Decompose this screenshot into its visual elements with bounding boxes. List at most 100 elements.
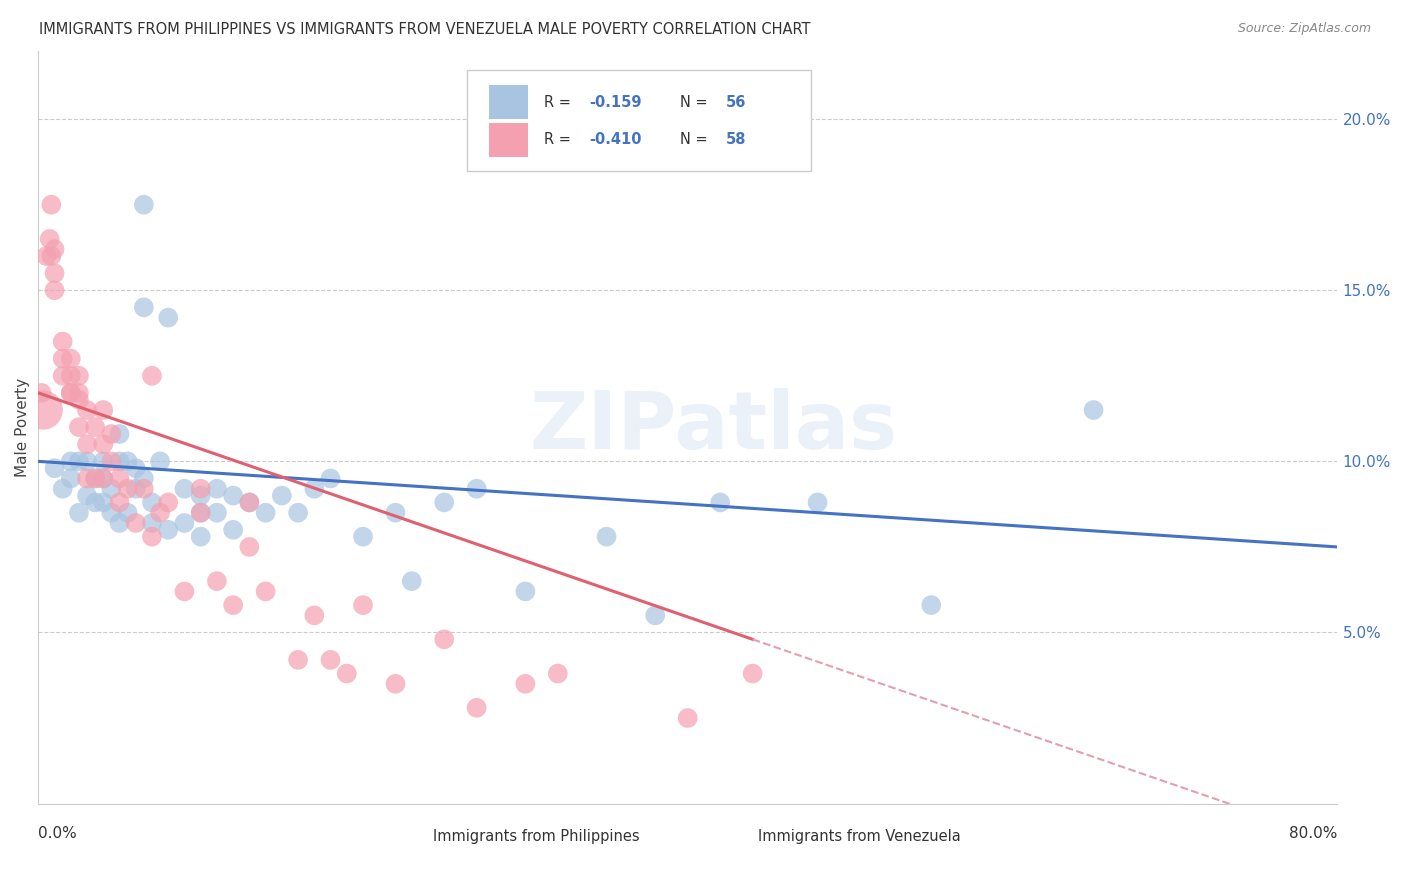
Point xyxy=(31,385,53,400)
Point xyxy=(132,197,155,211)
Point xyxy=(91,495,114,509)
Point xyxy=(52,482,75,496)
Point xyxy=(91,437,114,451)
Text: R =: R = xyxy=(544,95,575,110)
Point xyxy=(100,454,122,468)
Point xyxy=(238,495,260,509)
Point xyxy=(108,454,131,468)
Point xyxy=(190,489,212,503)
Point xyxy=(41,249,63,263)
Point xyxy=(336,666,359,681)
Point xyxy=(44,266,66,280)
Point xyxy=(117,482,139,496)
Point xyxy=(141,516,163,530)
Text: N =: N = xyxy=(681,95,713,110)
Point xyxy=(287,506,309,520)
Point xyxy=(41,197,63,211)
Point xyxy=(76,437,98,451)
Point xyxy=(741,666,763,681)
Point xyxy=(384,677,406,691)
Point xyxy=(205,506,228,520)
Point xyxy=(141,530,163,544)
Point xyxy=(132,471,155,485)
Text: Source: ZipAtlas.com: Source: ZipAtlas.com xyxy=(1237,22,1371,36)
Point xyxy=(319,653,342,667)
Point xyxy=(59,454,82,468)
Text: -0.159: -0.159 xyxy=(589,95,641,110)
Point xyxy=(44,461,66,475)
Point xyxy=(117,454,139,468)
Point xyxy=(100,482,122,496)
Point xyxy=(190,506,212,520)
Point xyxy=(595,530,617,544)
Point xyxy=(287,653,309,667)
Point xyxy=(91,403,114,417)
Point xyxy=(920,598,942,612)
Text: 80.0%: 80.0% xyxy=(1289,826,1337,841)
Point xyxy=(59,471,82,485)
Point xyxy=(173,584,195,599)
Point xyxy=(91,454,114,468)
Y-axis label: Male Poverty: Male Poverty xyxy=(15,377,30,476)
Point xyxy=(515,677,537,691)
Point xyxy=(84,471,107,485)
Point xyxy=(515,584,537,599)
Point xyxy=(157,310,180,325)
Bar xyxy=(389,829,418,845)
Point xyxy=(125,482,148,496)
Point xyxy=(433,495,456,509)
Point xyxy=(222,489,245,503)
Point xyxy=(67,454,90,468)
Point xyxy=(84,495,107,509)
Point xyxy=(125,516,148,530)
Point xyxy=(709,495,731,509)
Point xyxy=(205,482,228,496)
Point xyxy=(132,482,155,496)
Point xyxy=(190,530,212,544)
Point xyxy=(52,351,75,366)
Point xyxy=(59,351,82,366)
Point xyxy=(141,368,163,383)
Text: IMMIGRANTS FROM PHILIPPINES VS IMMIGRANTS FROM VENEZUELA MALE POVERTY CORRELATIO: IMMIGRANTS FROM PHILIPPINES VS IMMIGRANT… xyxy=(39,22,811,37)
Point xyxy=(238,540,260,554)
Point xyxy=(52,368,75,383)
Point xyxy=(91,471,114,485)
Point xyxy=(84,471,107,485)
Point xyxy=(59,385,82,400)
Text: Immigrants from Philippines: Immigrants from Philippines xyxy=(433,830,640,844)
Point xyxy=(149,506,172,520)
Point xyxy=(38,232,60,246)
Point xyxy=(254,584,277,599)
Point xyxy=(401,574,423,589)
Point xyxy=(117,506,139,520)
Point xyxy=(190,506,212,520)
Text: ZIPatlas: ZIPatlas xyxy=(530,388,898,467)
Text: Immigrants from Venezuela: Immigrants from Venezuela xyxy=(758,830,960,844)
Point xyxy=(149,454,172,468)
Bar xyxy=(714,829,742,845)
Text: 56: 56 xyxy=(725,95,745,110)
Point xyxy=(91,471,114,485)
Point xyxy=(108,427,131,442)
Point xyxy=(238,495,260,509)
Point xyxy=(67,385,90,400)
Point xyxy=(52,334,75,349)
Point xyxy=(141,495,163,509)
Point xyxy=(384,506,406,520)
Point xyxy=(270,489,292,503)
Point xyxy=(67,392,90,407)
Text: 0.0%: 0.0% xyxy=(38,826,77,841)
Point xyxy=(304,482,326,496)
Point xyxy=(222,598,245,612)
Point xyxy=(644,608,666,623)
Point xyxy=(108,495,131,509)
Point xyxy=(1083,403,1105,417)
Point xyxy=(44,242,66,256)
FancyBboxPatch shape xyxy=(467,70,811,171)
Point xyxy=(173,482,195,496)
Point xyxy=(35,249,58,263)
Point xyxy=(100,506,122,520)
Text: R =: R = xyxy=(544,132,575,147)
Point xyxy=(84,420,107,434)
Bar xyxy=(489,86,529,120)
